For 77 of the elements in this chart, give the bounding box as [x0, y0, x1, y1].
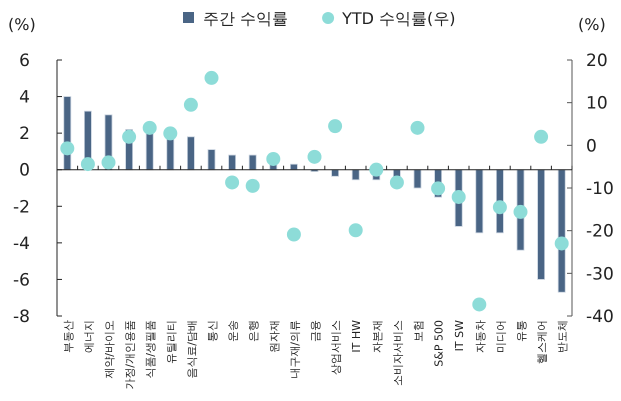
- x-tick-label: 운송: [226, 320, 240, 342]
- x-tick-label: 에너지: [82, 320, 96, 353]
- x-tick-label: 금융: [309, 320, 322, 342]
- y2-tick-label: 10: [586, 94, 608, 114]
- y-tick-label: 2: [19, 124, 30, 144]
- x-tick-label: 반도체: [556, 320, 570, 353]
- legend-label: 주간 수익률: [203, 9, 288, 28]
- x-tick-label: IT HW: [350, 320, 364, 353]
- y2-tick-label: -40: [586, 307, 614, 327]
- point: [431, 181, 446, 196]
- x-tick-label: 식품/생필품: [144, 320, 158, 379]
- point: [308, 150, 322, 164]
- point: [452, 190, 466, 204]
- point: [266, 152, 280, 166]
- y-tick-label: -6: [13, 270, 30, 290]
- point: [102, 155, 116, 170]
- point: [390, 175, 404, 190]
- x-tick-label: 상업서비스: [330, 320, 343, 375]
- x-tick-label: 가정/개인용품: [124, 320, 137, 390]
- x-tick-label: 자동차: [474, 320, 487, 353]
- y-tick-label: -8: [13, 307, 30, 327]
- bar: [475, 169, 484, 234]
- x-tick-label: 원자재: [268, 320, 281, 353]
- x-tick-label: 통신: [206, 320, 219, 342]
- point: [246, 178, 260, 193]
- point: [348, 223, 363, 238]
- y-tick-label: -2: [13, 197, 30, 218]
- point: [60, 141, 74, 156]
- x-tick-label: 유통: [515, 320, 528, 342]
- y2-tick-label: -10: [586, 179, 614, 199]
- bar: [331, 169, 339, 177]
- bar: [537, 169, 545, 280]
- x-tick-label: 소비자서비스: [391, 320, 404, 386]
- bar: [187, 136, 195, 170]
- x-tick-label: 자본재: [370, 320, 384, 353]
- point: [472, 297, 486, 312]
- point: [142, 120, 157, 135]
- point: [410, 120, 424, 135]
- y2-axis-title: (%): [578, 15, 606, 34]
- y-tick-label: 0: [19, 160, 30, 181]
- point: [184, 98, 198, 112]
- point: [514, 204, 528, 219]
- y2-tick-label: 0: [586, 136, 597, 156]
- point: [225, 175, 240, 190]
- y-tick-label: -4: [13, 234, 30, 254]
- x-tick-label: 내구재/의류: [288, 320, 302, 379]
- x-tick-label: 미디어: [494, 320, 508, 353]
- point: [492, 200, 507, 214]
- bar: [414, 169, 422, 188]
- x-tick-label: 보험: [412, 320, 425, 342]
- bar: [208, 149, 216, 170]
- x-tick-label: 음식료/담배: [185, 320, 198, 379]
- point: [163, 126, 178, 140]
- point: [80, 157, 95, 172]
- bar: [248, 154, 257, 170]
- point: [534, 130, 548, 144]
- y2-tick-label: 20: [586, 51, 608, 71]
- point: [122, 130, 136, 144]
- y-tick-label: 6: [19, 51, 30, 71]
- point: [554, 236, 569, 250]
- point: [204, 70, 218, 85]
- x-tick-label: 제약/바이오: [103, 320, 116, 379]
- y-tick-label: 4: [19, 88, 30, 108]
- legend-label: YTD 수익률(우): [341, 9, 456, 28]
- point: [286, 228, 301, 242]
- x-tick-label: 헬스케어: [536, 320, 549, 364]
- y-axis-title: (%): [8, 15, 36, 34]
- x-tick-label: 부동산: [62, 320, 75, 353]
- y2-tick-label: -20: [586, 222, 614, 242]
- x-tick-label: 은행: [247, 320, 260, 342]
- point: [328, 119, 342, 134]
- bar: [228, 154, 236, 170]
- x-tick-label: IT SW: [453, 320, 466, 352]
- x-tick-label: S&P 500: [432, 320, 446, 367]
- point: [369, 162, 384, 177]
- y2-tick-label: -30: [586, 264, 614, 284]
- x-tick-label: 유틸리티: [164, 320, 178, 364]
